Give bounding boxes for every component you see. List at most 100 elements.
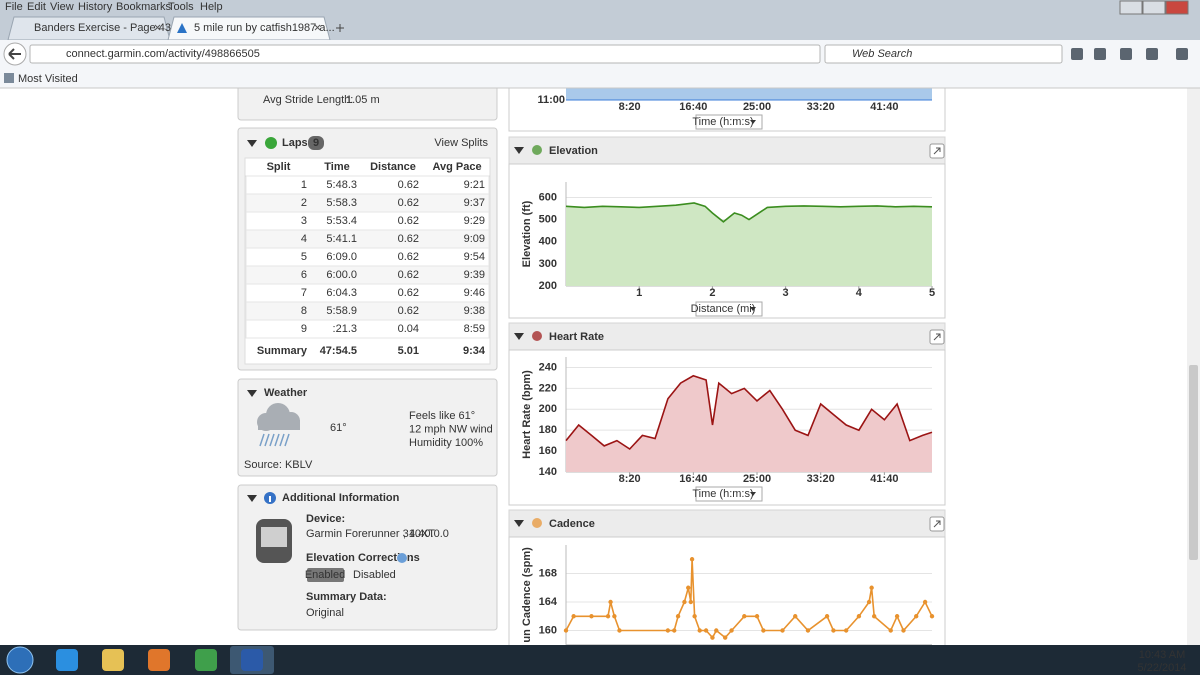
point [605, 614, 611, 619]
table-cell: 8 [301, 305, 307, 317]
menu-item[interactable]: File [5, 1, 23, 13]
point [665, 628, 671, 633]
enabled-label[interactable]: Enabled [305, 569, 345, 581]
series-line [565, 559, 933, 639]
enabled-button[interactable] [307, 568, 344, 582]
search-placeholder[interactable]: Web Search [852, 48, 912, 60]
table-cell: 0.62 [398, 287, 419, 299]
point [824, 614, 830, 619]
corrections-colon: : [410, 552, 414, 564]
point [761, 628, 766, 633]
tab-title[interactable]: 5 mile run by catfish1987 a... [194, 22, 335, 34]
bookmark-icon [4, 73, 14, 83]
y-axis-title: Elevation (ft) [521, 200, 533, 267]
taskbar-app[interactable] [195, 649, 217, 671]
y-tick-label: 160 [539, 445, 557, 457]
window-button[interactable] [1165, 0, 1189, 15]
toolbar-button[interactable] [1120, 48, 1132, 60]
axis-selector-label[interactable]: Time (h:m:s) [692, 488, 753, 500]
taskbar-app[interactable] [102, 649, 124, 671]
menu-item[interactable]: Bookmarks [116, 1, 172, 13]
y-tick-label: 220 [539, 382, 557, 394]
rain-icon [269, 433, 275, 447]
collapse-arrow[interactable] [514, 147, 524, 154]
disabled-label[interactable]: Disabled [353, 569, 396, 581]
x-tick-label: 41:40 [870, 473, 898, 485]
axis-selector-label[interactable]: Distance (mi) [691, 303, 756, 315]
y-tick-label: 200 [539, 280, 557, 292]
scrollbar-thumb[interactable] [1189, 365, 1198, 560]
window-button[interactable] [1119, 0, 1143, 15]
toolbar-button[interactable] [1071, 48, 1083, 60]
url-box[interactable] [29, 44, 821, 64]
area-fill [566, 203, 932, 286]
weather-detail: 12 mph NW wind [409, 423, 493, 435]
taskbar-app[interactable] [56, 649, 78, 671]
menu-item[interactable]: Help [200, 1, 223, 13]
menu-item[interactable]: Edit [27, 1, 46, 13]
table-cell: 5:58.3 [326, 197, 357, 209]
collapse-arrow[interactable] [247, 140, 257, 147]
x-tick-label: 1 [636, 287, 642, 299]
menu-item[interactable]: View [50, 1, 74, 13]
chart-icon [532, 331, 542, 341]
search-box[interactable] [824, 44, 1063, 64]
view-splits-link[interactable]: View Splits [434, 137, 488, 149]
point [617, 628, 622, 633]
tab-close[interactable] [154, 24, 161, 31]
weather-detail: Humidity 100% [409, 437, 483, 449]
collapse-arrow[interactable] [247, 495, 257, 502]
collapse-arrow[interactable] [514, 333, 524, 340]
table-cell: 8:59 [464, 323, 485, 335]
axis-selector[interactable] [695, 114, 763, 130]
toolbar-button[interactable] [1176, 48, 1188, 60]
table-cell: 5:53.4 [326, 215, 357, 227]
series-line [565, 374, 933, 451]
table-cell: 6:09.0 [326, 251, 357, 263]
point [742, 614, 747, 619]
corrections-label: Elevation Corrections [306, 552, 420, 564]
x-tick-label: 5 [929, 287, 935, 299]
table-cell: 0.62 [398, 179, 419, 191]
axis-selector[interactable] [695, 486, 763, 502]
table-cell: 5 [301, 251, 307, 263]
point [697, 628, 702, 633]
taskbar-app[interactable] [148, 649, 170, 671]
table-cell: 9:46 [464, 287, 485, 299]
toolbar-button[interactable] [1146, 48, 1158, 60]
point [843, 628, 849, 633]
bookmark[interactable]: Most Visited [18, 73, 78, 85]
device-link[interactable]: Garmin Forerunner 310XT [306, 528, 435, 540]
help-icon [397, 553, 407, 563]
point [914, 614, 919, 619]
table-cell: 0.04 [398, 323, 419, 335]
toolbar-button[interactable] [1094, 48, 1106, 60]
menu-item[interactable]: Tools [168, 1, 194, 13]
device-label: Device: [306, 513, 345, 525]
axis-selector[interactable] [695, 301, 763, 317]
point [675, 614, 681, 619]
url-text[interactable]: connect.garmin.com/activity/498866505 [66, 48, 260, 60]
rain-icon [279, 433, 285, 447]
start-button[interactable] [6, 646, 34, 674]
laps-badge [308, 136, 324, 150]
point [608, 599, 613, 605]
tab-title[interactable]: Banders Exercise - Page 43 ... [34, 22, 183, 34]
chart-icon [532, 518, 542, 528]
table-cell: 2 [301, 197, 307, 209]
y-tick-label: 500 [539, 214, 557, 226]
tab-close[interactable] [314, 24, 321, 31]
menu-item[interactable]: History [78, 1, 113, 13]
collapse-arrow[interactable] [514, 520, 524, 527]
axis-selector-label[interactable]: Time (h:m:s) [692, 116, 753, 128]
table-cell: 4 [301, 233, 307, 245]
collapse-arrow[interactable] [247, 390, 257, 397]
point [866, 599, 872, 605]
new-tab[interactable] [336, 24, 344, 32]
back-arrow [8, 48, 21, 60]
taskbar-app[interactable] [241, 649, 263, 671]
window-button[interactable] [1142, 0, 1166, 15]
point [710, 635, 715, 640]
